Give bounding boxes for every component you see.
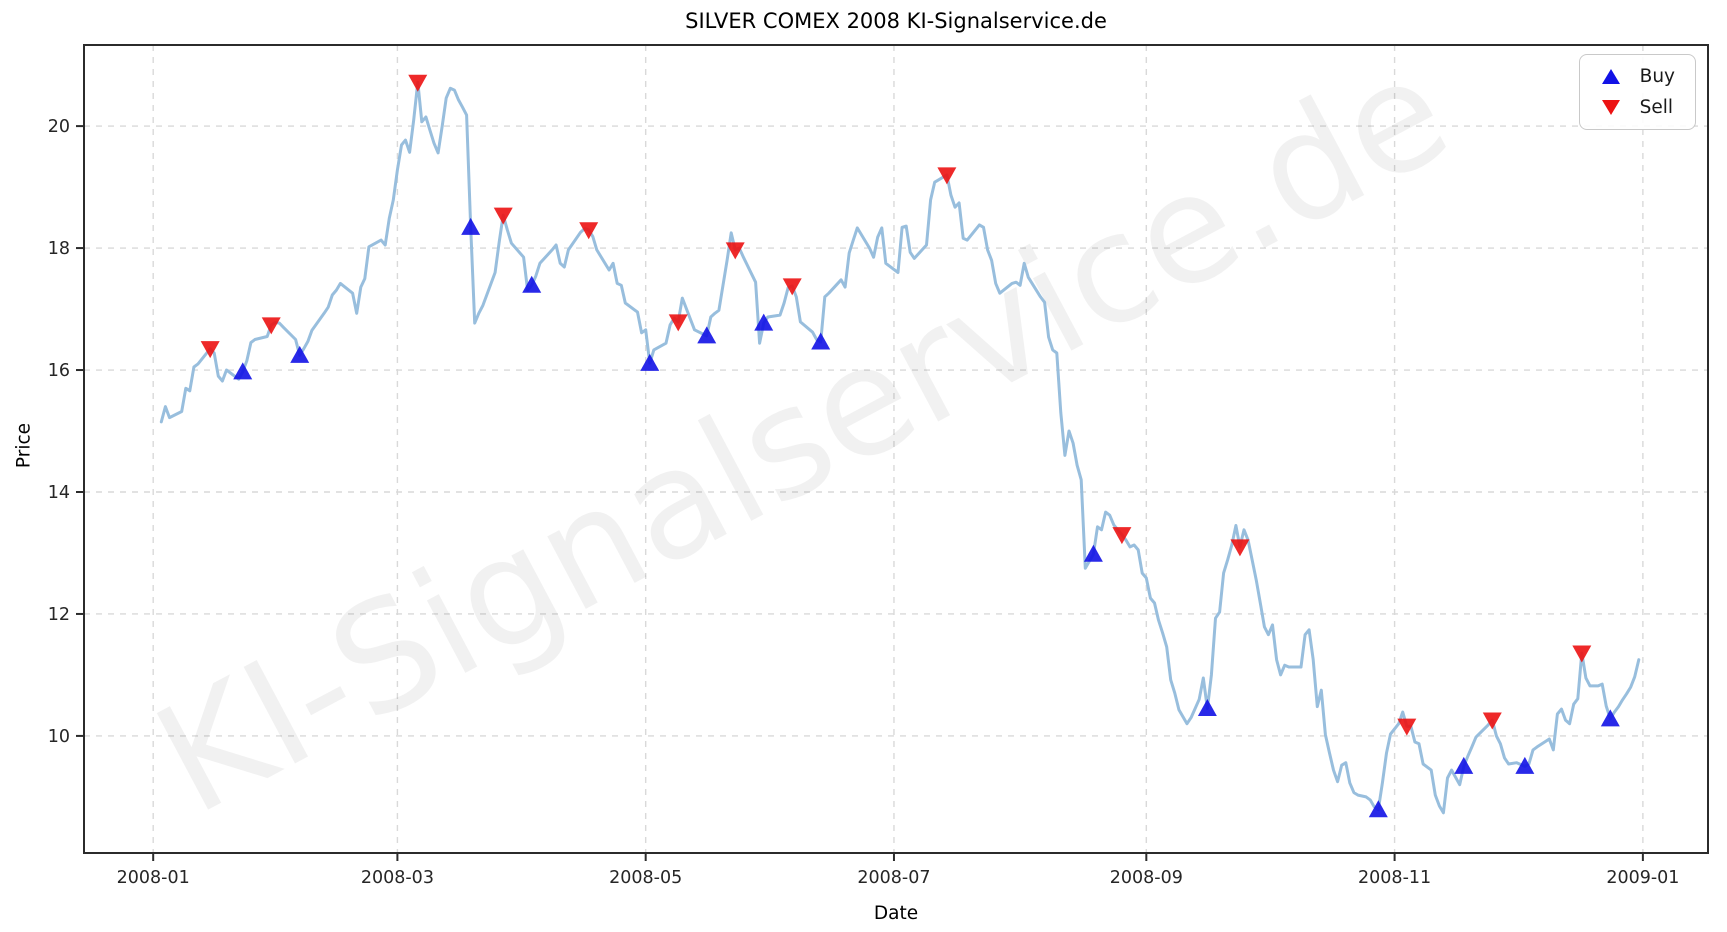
y-tick-label: 12	[48, 605, 70, 625]
legend-buy-label: Buy	[1639, 66, 1675, 87]
sell-marker	[493, 207, 513, 225]
buy-marker-icon	[1601, 69, 1620, 84]
buy-marker	[754, 313, 774, 331]
sell-marker	[725, 242, 745, 260]
y-tick-label: 18	[48, 239, 70, 259]
sell-marker	[408, 74, 428, 92]
legend-item-sell: Sell	[1601, 95, 1675, 120]
y-tick-label: 10	[48, 727, 70, 747]
buy-marker	[1083, 544, 1103, 562]
y-tick-label: 14	[48, 483, 70, 503]
sell-marker	[1112, 527, 1132, 545]
buy-marker	[233, 362, 253, 380]
chart-title: SILVER COMEX 2008 KI-Signalservice.de	[685, 9, 1107, 33]
sell-marker	[668, 314, 688, 332]
buy-marker	[290, 345, 310, 363]
y-axis-label: Price	[13, 422, 35, 469]
legend-sell-label: Sell	[1639, 97, 1674, 118]
buy-marker	[461, 217, 481, 235]
buy-marker	[640, 353, 660, 371]
sell-marker	[579, 222, 599, 240]
x-tick-label: 2009-01	[1606, 868, 1679, 888]
buy-marker	[522, 275, 542, 293]
buy-marker	[1197, 698, 1217, 716]
sell-marker-icon	[1601, 100, 1620, 115]
y-tick-label: 20	[48, 117, 70, 137]
sell-marker	[1397, 718, 1417, 736]
y-tick-label: 16	[48, 361, 70, 381]
sell-marker	[1572, 645, 1592, 663]
buy-marker	[1515, 756, 1535, 774]
buy-marker	[697, 326, 717, 344]
sell-marker	[261, 317, 281, 335]
legend: Buy Sell	[1578, 54, 1696, 130]
buy-marker	[1600, 709, 1620, 727]
x-tick-label: 2008-05	[609, 868, 682, 888]
x-tick-label: 2008-11	[1358, 868, 1431, 888]
sell-marker	[1482, 712, 1502, 730]
watermark-text: KI-Signalservice.de	[130, 23, 1474, 848]
sell-marker	[1230, 539, 1250, 557]
x-tick-label: 2008-01	[117, 868, 190, 888]
x-axis-label: Date	[873, 903, 919, 924]
x-tick-label: 2008-03	[361, 868, 434, 888]
plot-frame	[83, 44, 1709, 854]
sell-marker	[782, 278, 802, 296]
buy-marker	[811, 332, 831, 350]
sell-marker	[937, 167, 957, 185]
buy-marker	[1454, 756, 1474, 774]
legend-item-buy: Buy	[1601, 64, 1675, 89]
x-tick-label: 2008-07	[857, 868, 930, 888]
buy-marker	[1368, 800, 1388, 818]
x-tick-label: 2008-09	[1110, 868, 1183, 888]
sell-marker	[200, 341, 220, 359]
